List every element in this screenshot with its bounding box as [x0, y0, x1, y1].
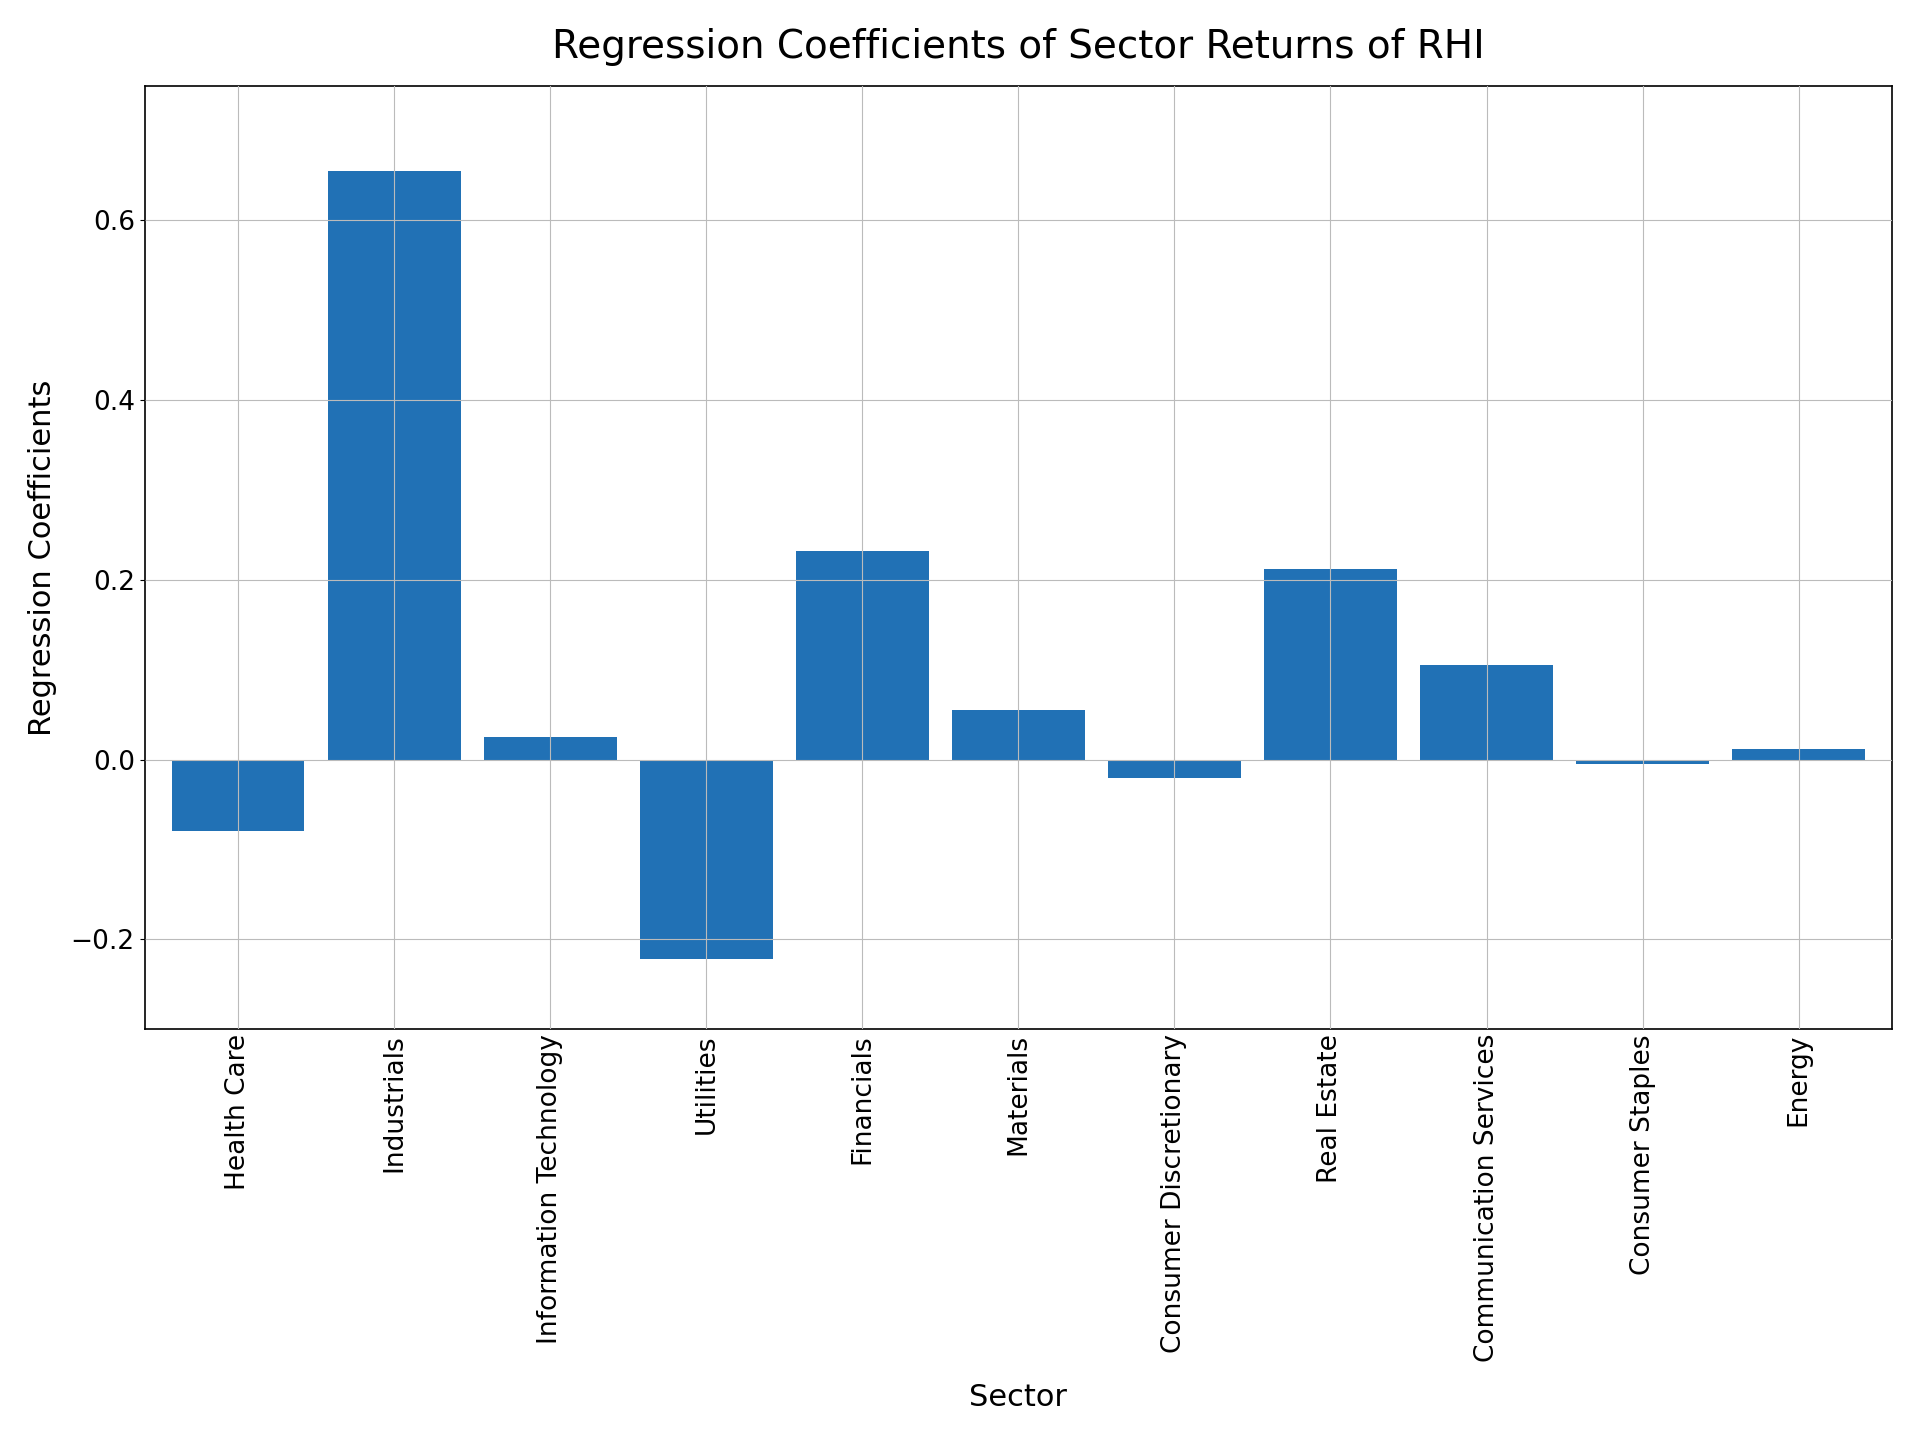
Bar — [797, 552, 929, 759]
Bar — [1576, 759, 1709, 765]
Title: Regression Coefficients of Sector Returns of RHI: Regression Coefficients of Sector Return… — [551, 27, 1484, 66]
Bar — [328, 171, 461, 759]
Bar — [1732, 749, 1864, 759]
X-axis label: Sector: Sector — [970, 1384, 1068, 1413]
Bar — [171, 759, 305, 831]
Bar — [484, 737, 616, 759]
Bar — [639, 759, 772, 959]
Bar — [1263, 569, 1396, 759]
Bar — [1421, 665, 1553, 759]
Bar — [1108, 759, 1240, 778]
Y-axis label: Regression Coefficients: Regression Coefficients — [27, 379, 58, 736]
Bar — [952, 710, 1085, 759]
